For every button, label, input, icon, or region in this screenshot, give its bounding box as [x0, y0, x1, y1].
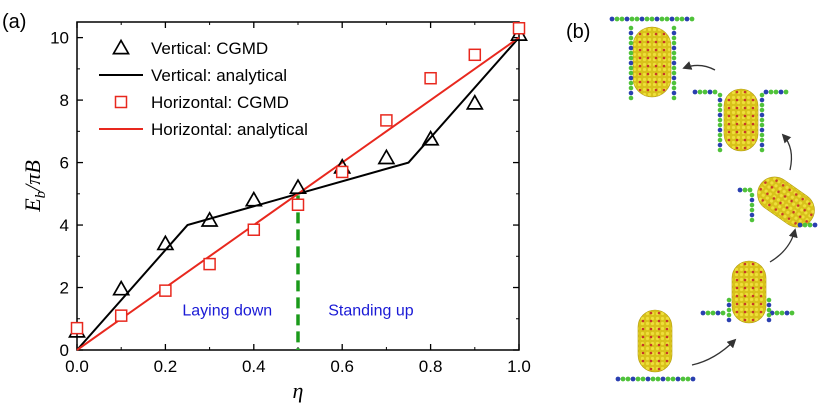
wrap-stage-2-left: [726, 297, 732, 323]
membrane-stage-1: [615, 376, 696, 382]
wrap-stage-3: [749, 192, 755, 223]
x-tick-label: 0.4: [242, 357, 266, 376]
square-point: [203, 257, 216, 271]
square-point: [159, 284, 172, 297]
membrane-stage-4-right: [763, 89, 789, 95]
chart-a: 0.0 0.2 0.4 0.6 0.8 1.0 0 2 4 6 8 10 Vertical: CGMD…: [20, 21, 531, 403]
x-tick-label: 0.2: [154, 357, 178, 376]
triangle-point: [377, 148, 396, 165]
square-point: [114, 309, 128, 322]
square-point: [512, 21, 526, 35]
transition-arrow: [691, 338, 737, 366]
markers-layer: [68, 21, 528, 338]
wrap-stage-2-right: [766, 297, 772, 323]
triangle-point: [112, 279, 131, 296]
square-point: [247, 223, 261, 236]
y-tick-label: 0: [60, 341, 69, 360]
y-tick-label: 2: [60, 279, 69, 298]
legend-entry: Horizontal: analytical: [99, 120, 308, 139]
legend-label: Horizontal: CGMD: [151, 93, 289, 112]
membrane-stage-4-left: [692, 89, 718, 95]
legend-entry: Vertical: CGMD: [112, 38, 268, 58]
square-point: [424, 71, 437, 85]
capsule-stage-5: [632, 26, 672, 98]
region-annotation: Laying down: [182, 303, 272, 320]
y-tick-label: 6: [60, 154, 69, 173]
square-point: [70, 321, 84, 335]
wrap-stage-4-right: [759, 92, 765, 153]
capsule-stage-2: [731, 260, 767, 324]
y-tick-label: 4: [60, 216, 69, 235]
region-annotation: Standing up: [328, 303, 414, 320]
legend: Vertical: CGMD Vertical: analytical Horizo…: [99, 38, 308, 139]
legend-label: Vertical: analytical: [151, 66, 287, 85]
capsule-stage-4: [723, 88, 759, 152]
x-tick-label: 0.8: [419, 357, 443, 376]
legend-marker-swatch: [114, 95, 128, 109]
triangle-point: [465, 94, 484, 110]
triangle-point: [156, 234, 175, 251]
x-axis-title: η: [293, 378, 304, 403]
square-point: [380, 114, 393, 127]
annotations: Laying down Standing up: [182, 303, 413, 320]
panel-a-label: (a): [2, 11, 26, 33]
capsule-stage-1: [637, 309, 673, 373]
y-tick-label: 8: [60, 91, 69, 110]
membrane-stage-5: [609, 16, 695, 22]
triangle-point: [421, 129, 440, 146]
legend-entry: Horizontal: CGMD: [114, 93, 289, 112]
legend-entry: Vertical: analytical: [99, 66, 287, 85]
transition-arrow: [682, 61, 716, 71]
legend-label: Vertical: CGMD: [151, 39, 268, 58]
square-point: [335, 165, 349, 179]
diagram-b: [609, 16, 818, 382]
x-tick-label: 0.6: [330, 357, 354, 376]
legend-marker-swatch: [112, 38, 130, 55]
membrane-stage-2-right: [769, 310, 795, 316]
transition-arrow: [769, 228, 798, 263]
legend-label: Horizontal: analytical: [151, 120, 308, 139]
membrane-stage-3-left: [737, 187, 753, 193]
capsule-stage-3: [757, 176, 815, 228]
transition-arrow: [781, 133, 793, 171]
wrap-stage-4-left: [717, 92, 723, 153]
triangle-point: [289, 178, 307, 195]
wrap-stage-5-left: [628, 25, 634, 101]
panel-b-label: (b): [566, 21, 590, 43]
membrane-stage-3-right: [797, 222, 818, 228]
y-axis-title: Eb/πB: [20, 160, 49, 213]
triangle-point: [244, 190, 263, 207]
x-tick-label: 1.0: [507, 357, 531, 376]
x-tick-label: 0.0: [65, 357, 89, 376]
y-tick-label: 10: [50, 29, 69, 48]
wrap-stage-5-right: [671, 25, 677, 101]
membrane-stage-2-left: [700, 310, 726, 316]
square-point: [291, 198, 305, 211]
triangle-point: [200, 211, 219, 227]
square-point: [468, 48, 482, 62]
